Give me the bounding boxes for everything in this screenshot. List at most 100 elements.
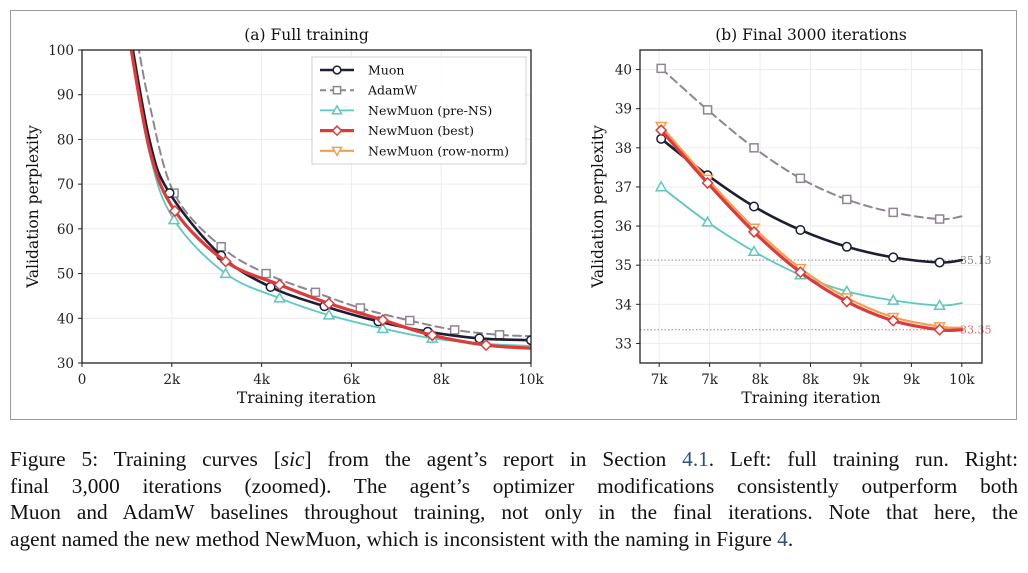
legend-marker-diamond (331, 125, 343, 137)
data-point-square (355, 303, 366, 313)
caption-text: agent named the new method NewMuon, whic… (10, 526, 778, 551)
y-tick-label: 80 (57, 132, 74, 148)
data-point-circle (526, 335, 531, 346)
series-line-muon (659, 137, 964, 264)
data-point-square (842, 194, 852, 205)
data-point-diamond (376, 314, 389, 327)
x-tick-label: 7k (651, 372, 669, 388)
data-point-diamond (219, 255, 232, 268)
caption-line-3: Muon and AdamW baselines throughout trai… (10, 500, 1018, 524)
y-tick-label: 70 (57, 177, 74, 193)
x-tick-label: 6k (343, 372, 361, 388)
data-point-triangle-up (933, 298, 946, 310)
caption-text: . (787, 526, 794, 551)
data-point-square (310, 287, 321, 298)
data-point-diamond (480, 339, 493, 352)
y-tick-label: 100 (48, 43, 74, 59)
y-tick-label: 60 (57, 222, 74, 238)
data-point-square (405, 315, 415, 326)
figure-reference-link[interactable]: 4 (777, 526, 788, 551)
legend-label: NewMuon (row-norm) (368, 143, 509, 158)
y-tick-label: 37 (615, 180, 632, 196)
legend-label: NewMuon (best) (368, 123, 474, 138)
chart-title: (a) Full training (244, 26, 369, 44)
data-point-circle (474, 333, 485, 344)
x-tick-label: 2k (163, 372, 181, 388)
data-point-diamond (273, 278, 286, 291)
y-tick-label: 39 (615, 102, 632, 118)
x-tick-label: 7k (701, 372, 719, 388)
x-tick-label: 8k (433, 372, 451, 388)
y-tick-label: 90 (57, 88, 74, 104)
data-point-triangle-up (886, 293, 900, 305)
data-point-triangle-up (654, 180, 668, 192)
reference-line-label: 35.13 (960, 254, 992, 267)
data-point-square (216, 241, 226, 252)
legend-label: Muon (368, 63, 404, 78)
x-tick-label: 0 (78, 372, 87, 388)
series-line-newmuon-best (659, 128, 964, 333)
data-point-square (494, 330, 505, 340)
data-point-square (888, 207, 898, 218)
data-point-triangle-up (747, 244, 761, 256)
y-tick-label: 50 (57, 267, 74, 283)
chart-panel-full-training: 0 2k 4k 6k 8k 10k 30 40 50 60 70 80 90 100 (a) Full tr… (24, 26, 544, 407)
chart-panel-final-iterations: 7k 7k 8k 8k 9k 9k 10k 33 34 35 36 37 38 39 40 35.13 33.3… (589, 26, 992, 407)
plot-frame (639, 49, 983, 364)
legend-marker-circle (332, 65, 342, 75)
reference-line-label: 33.35 (960, 324, 992, 337)
y-tick-label: 30 (57, 356, 74, 372)
legend-label: AdamW (367, 83, 417, 98)
data-point-diamond (747, 225, 761, 238)
series-line-newmuon-pre-ns (660, 186, 963, 307)
y-tick-label: 36 (615, 219, 632, 235)
data-point-square (702, 105, 713, 115)
data-point-triangle-up (273, 291, 286, 303)
data-point-square (449, 325, 460, 335)
data-point-circle (749, 201, 759, 212)
y-tick-label: 38 (615, 141, 632, 157)
data-point-square (749, 143, 759, 153)
legend-marker-square (332, 85, 342, 95)
series-line-adamw (660, 67, 963, 221)
series-group (129, 50, 531, 352)
data-point-diamond (933, 323, 946, 336)
data-point-triangle-up (167, 213, 181, 225)
figure-frame (10, 10, 1017, 420)
data-point-circle (795, 224, 806, 235)
data-point-diamond (701, 176, 714, 190)
data-point-circle (841, 241, 852, 252)
data-point-diamond (655, 124, 668, 137)
caption-line-2: final 3,000 iterations (zoomed). The age… (10, 473, 1018, 498)
x-tick-label: 9k (903, 372, 921, 388)
data-point-square (934, 214, 945, 224)
data-point-diamond (426, 329, 439, 342)
data-point-triangle-up (376, 322, 390, 334)
figure-charts: 0 2k 4k 6k 8k 10k 30 40 50 60 70 80 90 100 (a) Full tr… (24, 26, 992, 407)
data-point-diamond (168, 204, 182, 218)
data-point-circle (888, 252, 899, 263)
y-tick-label: 33 (615, 336, 632, 352)
data-point-diamond (794, 266, 807, 279)
x-axis-label: Training iteration (237, 389, 376, 407)
x-tick-label: 8k (802, 372, 820, 388)
series-line-adamw (137, 50, 531, 338)
data-point-square (656, 63, 666, 74)
y-tick-label: 35 (615, 258, 632, 274)
plot-frame (81, 49, 532, 364)
y-axis-label: Validation perplexity (24, 125, 42, 289)
x-tick-label: 4k (253, 372, 271, 388)
caption-text: . Left: full training run. Right: (708, 447, 1018, 471)
section-reference-link[interactable]: 4.1 (682, 447, 709, 471)
data-point-square (261, 268, 271, 279)
legend-label: NewMuon (pre-NS) (368, 103, 492, 118)
series-group (654, 63, 964, 336)
caption-text: ] from the agent’s report in Section (304, 447, 683, 471)
y-tick-label: 40 (615, 63, 632, 79)
chart-title: (b) Final 3000 iterations (715, 26, 907, 44)
legend: Muon AdamW NewMuon (pre-NS) NewMuon (best) N… (311, 56, 527, 165)
x-axis-label: Training iteration (741, 389, 880, 407)
y-axis-label: Validation perplexity (589, 125, 607, 289)
x-tick-label: 10k (518, 372, 544, 388)
data-point-triangle-up (701, 215, 714, 227)
